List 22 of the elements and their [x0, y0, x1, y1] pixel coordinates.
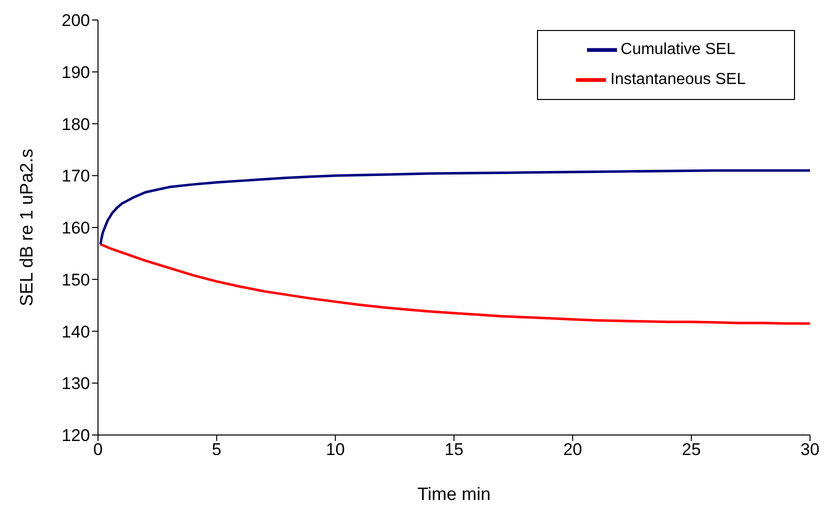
y-axis-title: SEL dB re 1 uPa2.s — [16, 148, 36, 306]
y-tick-label: 150 — [62, 270, 90, 290]
x-tick-label: 15 — [444, 440, 464, 460]
x-tick-label: 0 — [93, 440, 103, 460]
x-tick-label: 5 — [212, 440, 222, 460]
y-tick-label: 190 — [62, 62, 90, 82]
y-tick-label: 200 — [62, 11, 90, 30]
line-series — [99, 242, 810, 325]
legend-label: Instantaneous SEL — [610, 71, 746, 88]
x-tick-label: 10 — [326, 440, 345, 460]
y-tick-label: 140 — [62, 322, 90, 342]
y-tick-label: 130 — [62, 374, 90, 394]
x-axis-title: Time min — [417, 484, 491, 504]
legend-label: Cumulative SEL — [620, 41, 736, 58]
x-tick-label: 25 — [682, 440, 701, 460]
y-tick-label: 120 — [62, 426, 90, 446]
y-tick-label: 170 — [62, 166, 90, 186]
y-tick-label: 180 — [62, 114, 90, 134]
x-tick-label: 30 — [800, 440, 820, 460]
line-series — [99, 169, 810, 246]
x-tick-label: 20 — [563, 440, 582, 460]
y-tick-label: 160 — [62, 218, 90, 238]
